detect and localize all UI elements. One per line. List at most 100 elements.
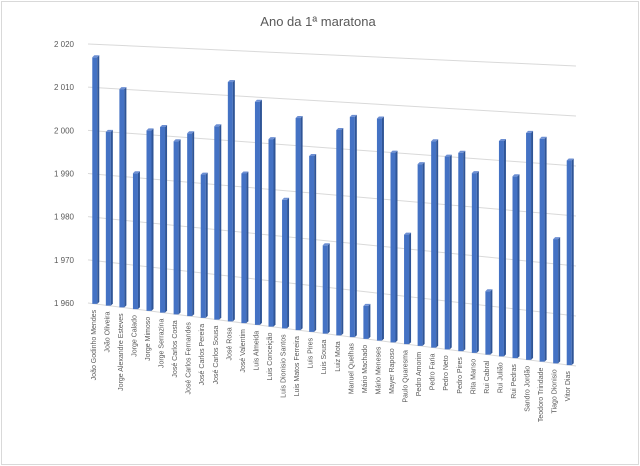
x-tick-label: Luiz Mota <box>335 341 342 371</box>
bar-top <box>444 154 452 157</box>
bar-side <box>232 80 235 322</box>
bar-top <box>376 116 384 119</box>
bar-side <box>558 237 561 364</box>
bar-side <box>192 131 195 317</box>
bar-front <box>539 138 545 362</box>
bar-top <box>295 116 303 119</box>
bar-side <box>300 116 303 331</box>
bar-front <box>376 118 382 341</box>
x-tick-label: Mayer Raposo <box>389 348 396 394</box>
bar <box>431 139 439 348</box>
bar-side <box>124 87 127 308</box>
bar-front <box>512 176 518 359</box>
x-tick-label: José Carlos Pereira <box>199 324 206 386</box>
bar-front <box>458 152 464 352</box>
x-tick-label: Jorge Alexandre Esteves <box>118 313 125 391</box>
bar-top <box>173 139 181 142</box>
bar-front <box>132 173 138 310</box>
bar <box>241 171 249 324</box>
bar-side <box>368 303 371 339</box>
bar-side <box>571 158 574 366</box>
bar <box>282 197 290 329</box>
bar-front <box>431 141 437 348</box>
x-tick-label: Jorge Mimoso <box>145 317 152 361</box>
bar-top <box>458 150 466 153</box>
bar-front <box>444 156 450 350</box>
bar-side <box>327 243 330 334</box>
bar-top <box>322 243 330 246</box>
bar <box>512 174 520 359</box>
gridline <box>87 302 577 367</box>
bar-top <box>390 150 398 153</box>
x-tick-label: José Rosa <box>226 327 233 360</box>
bar-side <box>341 127 344 336</box>
x-tick-label: Mário Machado <box>362 345 369 393</box>
bar-top <box>214 124 222 127</box>
y-tick-label: 1 970 <box>54 256 75 265</box>
bar-top <box>200 172 208 175</box>
y-tick-label: 1 990 <box>54 170 75 179</box>
bar-side <box>97 55 100 304</box>
bar-front <box>363 305 369 339</box>
bar-side <box>110 129 113 306</box>
gridline <box>87 43 577 67</box>
bar-top <box>227 80 235 83</box>
bar <box>173 139 181 315</box>
bar <box>417 162 425 346</box>
bar-side <box>544 136 547 362</box>
bar-front <box>268 139 274 327</box>
x-tick-label: Tiago Dionisio <box>552 369 559 413</box>
bar-top <box>553 237 561 240</box>
bar-top <box>160 124 168 127</box>
bar <box>146 128 154 311</box>
bar <box>309 153 317 332</box>
bar <box>526 130 534 360</box>
x-tick-label: Rui Julião <box>497 362 504 393</box>
x-tick-label: Paulo Quaresma <box>403 350 410 403</box>
bar-front <box>471 173 477 353</box>
bar <box>214 124 222 320</box>
bar-front <box>92 57 98 304</box>
bar-front <box>200 174 206 318</box>
x-tick-label: João Oliveira <box>104 312 111 353</box>
bar <box>92 55 100 304</box>
gridline <box>87 259 577 317</box>
x-tick-label: Pedro Neto <box>443 355 450 391</box>
bar-side <box>273 137 276 327</box>
bar-front <box>485 291 491 355</box>
y-tick-label: 2 010 <box>54 83 75 92</box>
bar <box>254 99 262 325</box>
bar-top <box>526 130 534 133</box>
bar <box>458 150 466 352</box>
bar-front <box>498 140 504 357</box>
bar <box>444 154 452 350</box>
x-tick-label: Luis Matos Ferreira <box>294 336 301 396</box>
bar <box>227 80 235 322</box>
bar-side <box>381 116 384 341</box>
bar-top <box>404 232 412 235</box>
bar-side <box>409 232 412 345</box>
bar-side <box>503 138 506 357</box>
x-tick-label: José Carlos Costa <box>172 320 179 377</box>
bar-top <box>309 153 317 156</box>
bar-front <box>214 126 220 320</box>
bar-top <box>417 162 425 165</box>
bar <box>268 137 276 327</box>
bar <box>471 171 479 353</box>
bar-top <box>268 137 276 140</box>
x-tick-label: Vitor Dias <box>565 371 572 402</box>
x-tick-label: Sandro Jordão <box>525 366 532 412</box>
bar-top <box>146 128 154 131</box>
bar-side <box>178 139 181 315</box>
bar-front <box>566 160 572 366</box>
x-tick-label: Jorge Serrazina <box>159 319 166 369</box>
bars <box>92 55 574 366</box>
bar-front <box>526 132 532 360</box>
bar-side <box>151 128 154 311</box>
x-tick-label: Rui Cabral <box>484 360 491 394</box>
bar-side <box>395 150 398 343</box>
x-tick-label: Rita Manso <box>470 359 477 395</box>
bar-front <box>105 131 111 306</box>
x-tick-label: Teodoro Trindade <box>538 368 545 423</box>
